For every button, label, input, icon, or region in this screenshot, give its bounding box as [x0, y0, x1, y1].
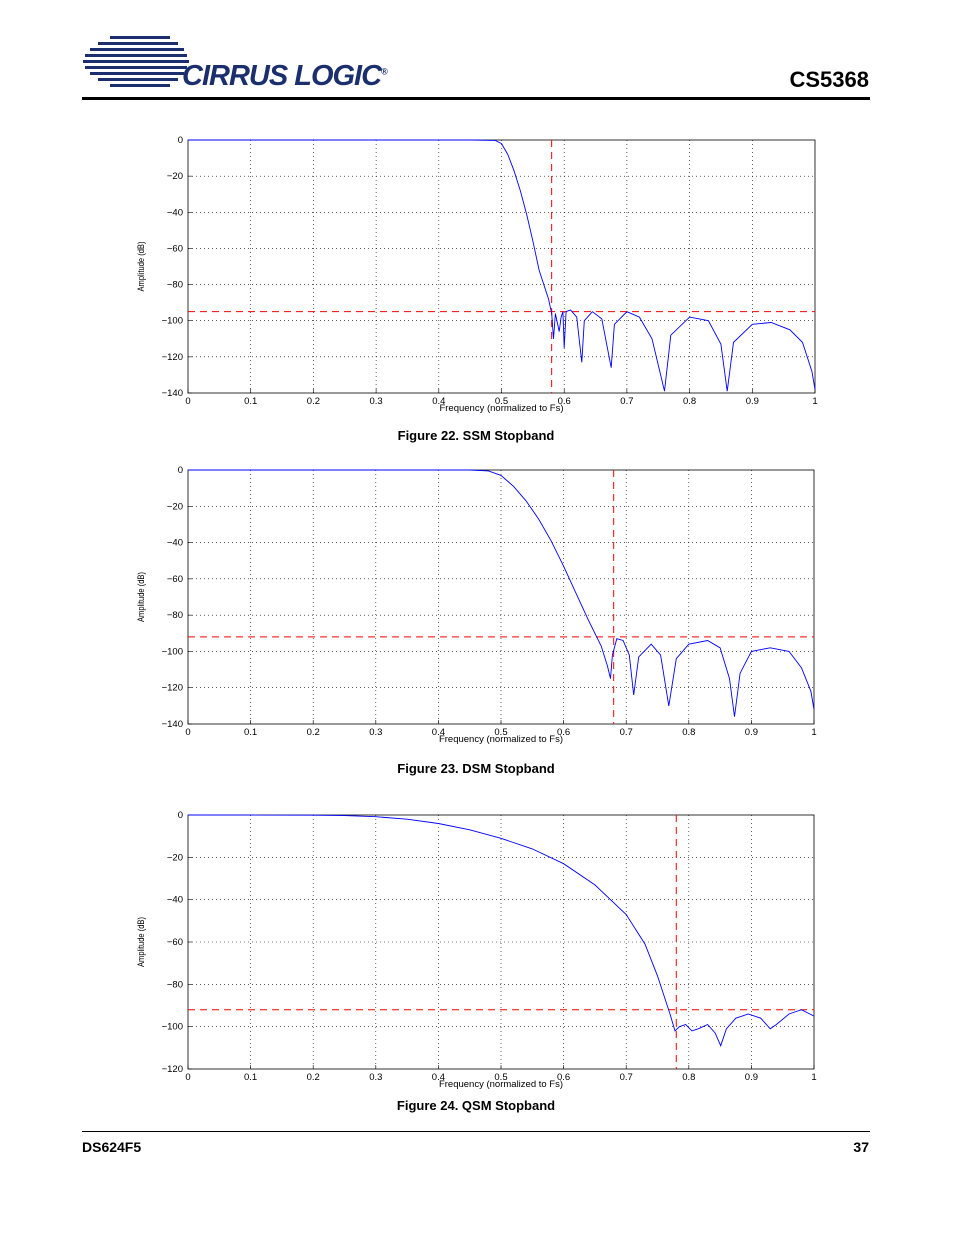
cirrus-logic-logo-icon [82, 36, 189, 87]
y-tick-label: 0 [178, 465, 183, 476]
x-tick-label: 1 [811, 727, 816, 738]
x-tick-label: 0.9 [745, 727, 758, 738]
y-tick-label: −60 [167, 243, 183, 254]
y-tick-label: −60 [167, 574, 183, 585]
y-tick-label: −20 [167, 171, 183, 182]
x-tick-label: 0.4 [432, 396, 445, 407]
y-tick-label: −100 [162, 646, 183, 657]
footer-rule [82, 1131, 870, 1132]
x-tick-label: 0.4 [432, 727, 445, 738]
y-tick-label: −140 [162, 719, 183, 730]
x-tick-label: 0.9 [746, 396, 759, 407]
document-title: CS5368 [789, 67, 869, 92]
y-axis-label: Amplitude (dB) [136, 242, 147, 292]
x-tick-label: 0.2 [307, 396, 320, 407]
x-tick-label: 0.7 [620, 396, 633, 407]
y-tick-label: −120 [162, 683, 183, 694]
x-tick-label: 0.7 [620, 1072, 633, 1083]
plot-frame [187, 469, 815, 725]
x-tick-label: 0.8 [682, 727, 695, 738]
y-tick-label: −120 [162, 1064, 183, 1075]
x-axis-label: Frequency (normalized to Fs) [439, 403, 563, 414]
x-tick-label: 0.8 [683, 396, 696, 407]
x-tick-label: 1 [812, 396, 817, 407]
x-tick-label: 0.1 [244, 727, 257, 738]
y-tick-label: −40 [167, 207, 183, 218]
y-tick-label: −140 [162, 388, 183, 399]
y-axis-label: Amplitude (dB) [136, 917, 147, 967]
y-tick-label: −20 [167, 852, 183, 863]
y-tick-label: −60 [167, 937, 183, 948]
response-curve [187, 814, 815, 1047]
x-tick-label: 0.5 [494, 1072, 507, 1083]
x-tick-label: 0.3 [369, 396, 382, 407]
x-tick-label: 0.9 [745, 1072, 758, 1083]
chart-qsm-stopband: 0 0.1 0.2 0.3 0.4 0.5 0.6 0.7 0.8 0.9 1 0 −20 −40 −60 −… [136, 810, 817, 1090]
figure-23-caption: Figure 23. DSM Stopband [397, 761, 555, 776]
x-tick-label: 0.6 [557, 727, 570, 738]
x-tick-label: 0 [185, 727, 190, 738]
plot-frame [187, 139, 816, 394]
x-tick-label: 0.5 [494, 727, 507, 738]
y-tick-label: 0 [178, 135, 183, 146]
x-tick-label: 0.6 [558, 396, 571, 407]
x-tick-label: 0.4 [432, 1072, 445, 1083]
figure-22-caption: Figure 22. SSM Stopband [397, 428, 555, 443]
y-tick-label: −120 [162, 352, 183, 363]
x-tick-label: 0.7 [620, 727, 633, 738]
x-tick-label: 0.2 [307, 727, 320, 738]
y-tick-label: −80 [167, 979, 183, 990]
y-tick-label: −100 [162, 316, 183, 327]
y-tick-label: −40 [167, 538, 183, 549]
x-axis-label: Frequency (normalized to Fs) [439, 734, 563, 745]
x-tick-label: 0.5 [495, 396, 508, 407]
response-curve [188, 469, 815, 717]
x-tick-label: 0.1 [244, 1072, 257, 1083]
y-tick-label: −100 [162, 1022, 183, 1033]
x-tick-label: 0.1 [244, 396, 257, 407]
y-tick-label: −80 [167, 610, 183, 621]
x-tick-label: 0.3 [369, 727, 382, 738]
header-rule [82, 97, 870, 100]
y-tick-label: −40 [167, 895, 183, 906]
x-tick-label: 0 [185, 396, 190, 407]
y-tick-label: −20 [167, 501, 183, 512]
figure-24-caption: Figure 24. QSM Stopband [396, 1098, 556, 1113]
x-tick-label: 0 [185, 1072, 190, 1083]
y-tick-label: 0 [178, 810, 183, 821]
chart-dsm-stopband: 0 0.1 0.2 0.3 0.4 0.5 0.6 0.7 0.8 0.9 1 0 −20 −40 −60 −… [136, 465, 817, 745]
response-curve [188, 139, 816, 392]
y-tick-label: −80 [167, 280, 183, 291]
x-tick-label: 1 [811, 1072, 816, 1083]
page-number: 37 [853, 1139, 869, 1155]
y-axis-label: Amplitude (dB) [136, 572, 147, 622]
x-tick-label: 0.2 [307, 1072, 320, 1083]
logo-wordmark: CIRRUS LOGIC® [182, 60, 388, 92]
x-tick-label: 0.3 [369, 1072, 382, 1083]
x-tick-label: 0.8 [682, 1072, 695, 1083]
x-axis-label: Frequency (normalized to Fs) [439, 1079, 563, 1090]
x-tick-label: 0.6 [557, 1072, 570, 1083]
chart-ssm-stopband: 0 0.1 0.2 0.3 0.4 0.5 0.6 0.7 0.8 0.9 1 0 −20 −40 −60 −… [136, 135, 818, 414]
document-id: DS624F5 [82, 1139, 142, 1155]
